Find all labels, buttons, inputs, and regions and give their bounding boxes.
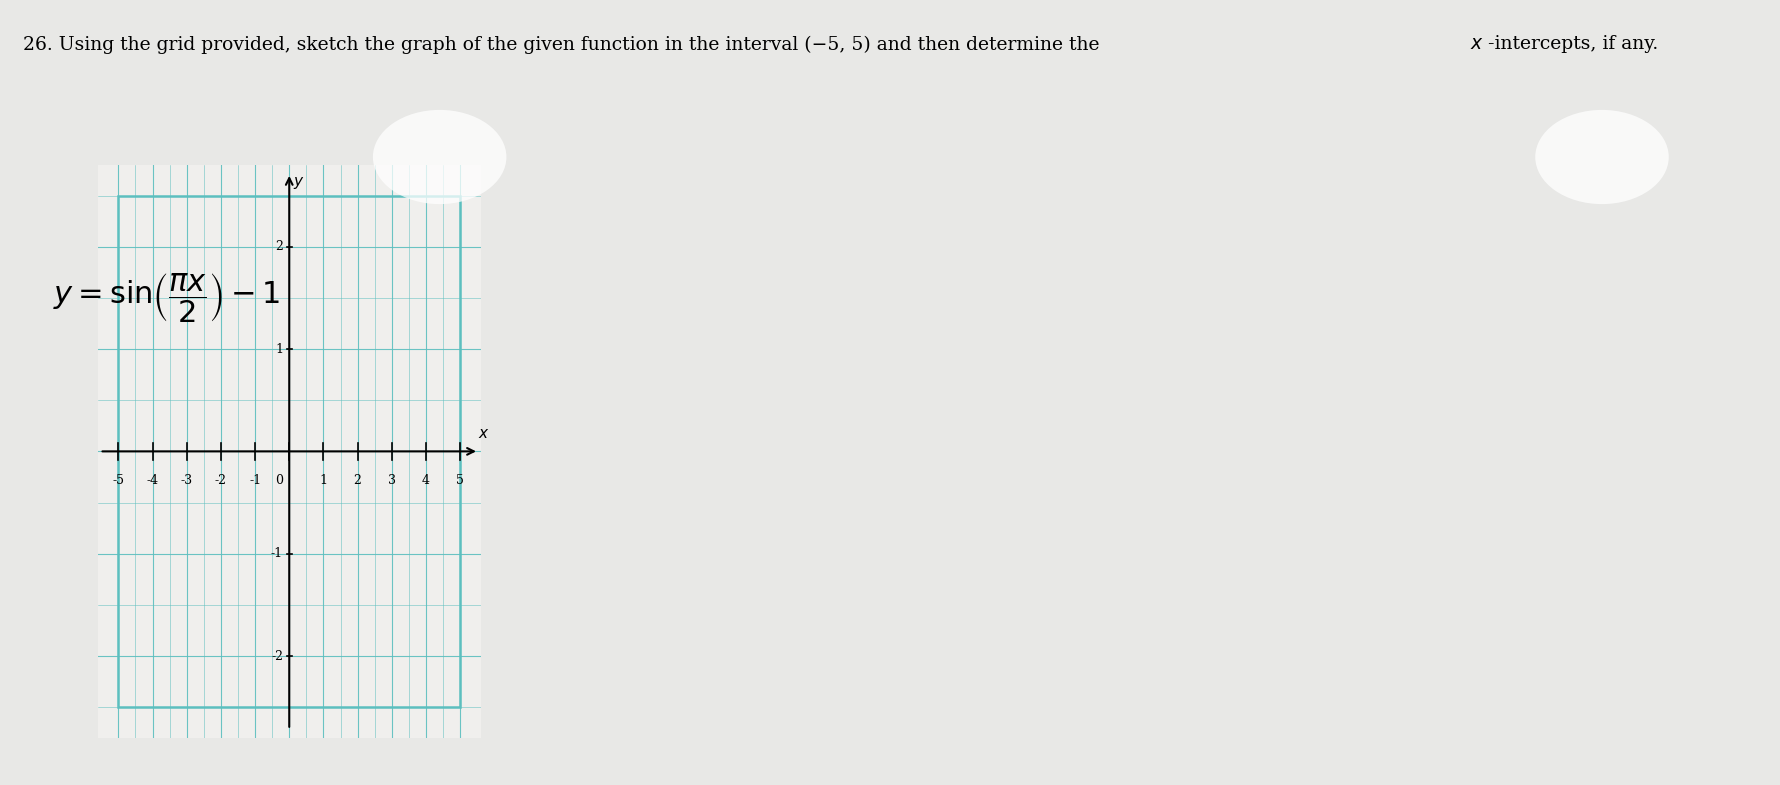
Text: -2: -2 bbox=[271, 649, 283, 663]
Text: -intercepts, if any.: -intercepts, if any. bbox=[1488, 35, 1659, 53]
Text: 4: 4 bbox=[422, 474, 431, 487]
Text: 26. Using the grid provided, sketch the graph of the given function in the inter: 26. Using the grid provided, sketch the … bbox=[23, 35, 1105, 53]
Text: 2: 2 bbox=[354, 474, 361, 487]
Text: -1: -1 bbox=[271, 547, 283, 560]
Text: 5: 5 bbox=[456, 474, 465, 487]
Text: 3: 3 bbox=[388, 474, 395, 487]
Ellipse shape bbox=[374, 110, 507, 204]
Text: $x$: $x$ bbox=[477, 427, 490, 441]
Text: 1: 1 bbox=[276, 342, 283, 356]
Text: -5: -5 bbox=[112, 474, 125, 487]
Text: $y$: $y$ bbox=[292, 175, 304, 191]
Text: 1: 1 bbox=[319, 474, 328, 487]
Text: 0: 0 bbox=[276, 474, 283, 487]
Bar bbox=[119, 195, 459, 707]
Text: $x$: $x$ bbox=[1470, 35, 1485, 53]
Text: -1: -1 bbox=[249, 474, 262, 487]
Text: -2: -2 bbox=[215, 474, 226, 487]
Text: -3: -3 bbox=[182, 474, 192, 487]
Text: $y = \sin\!\left(\dfrac{\pi x}{2}\right) - 1$: $y = \sin\!\left(\dfrac{\pi x}{2}\right)… bbox=[53, 272, 281, 325]
Text: -4: -4 bbox=[146, 474, 158, 487]
Text: 2: 2 bbox=[276, 240, 283, 254]
Ellipse shape bbox=[1534, 110, 1670, 204]
